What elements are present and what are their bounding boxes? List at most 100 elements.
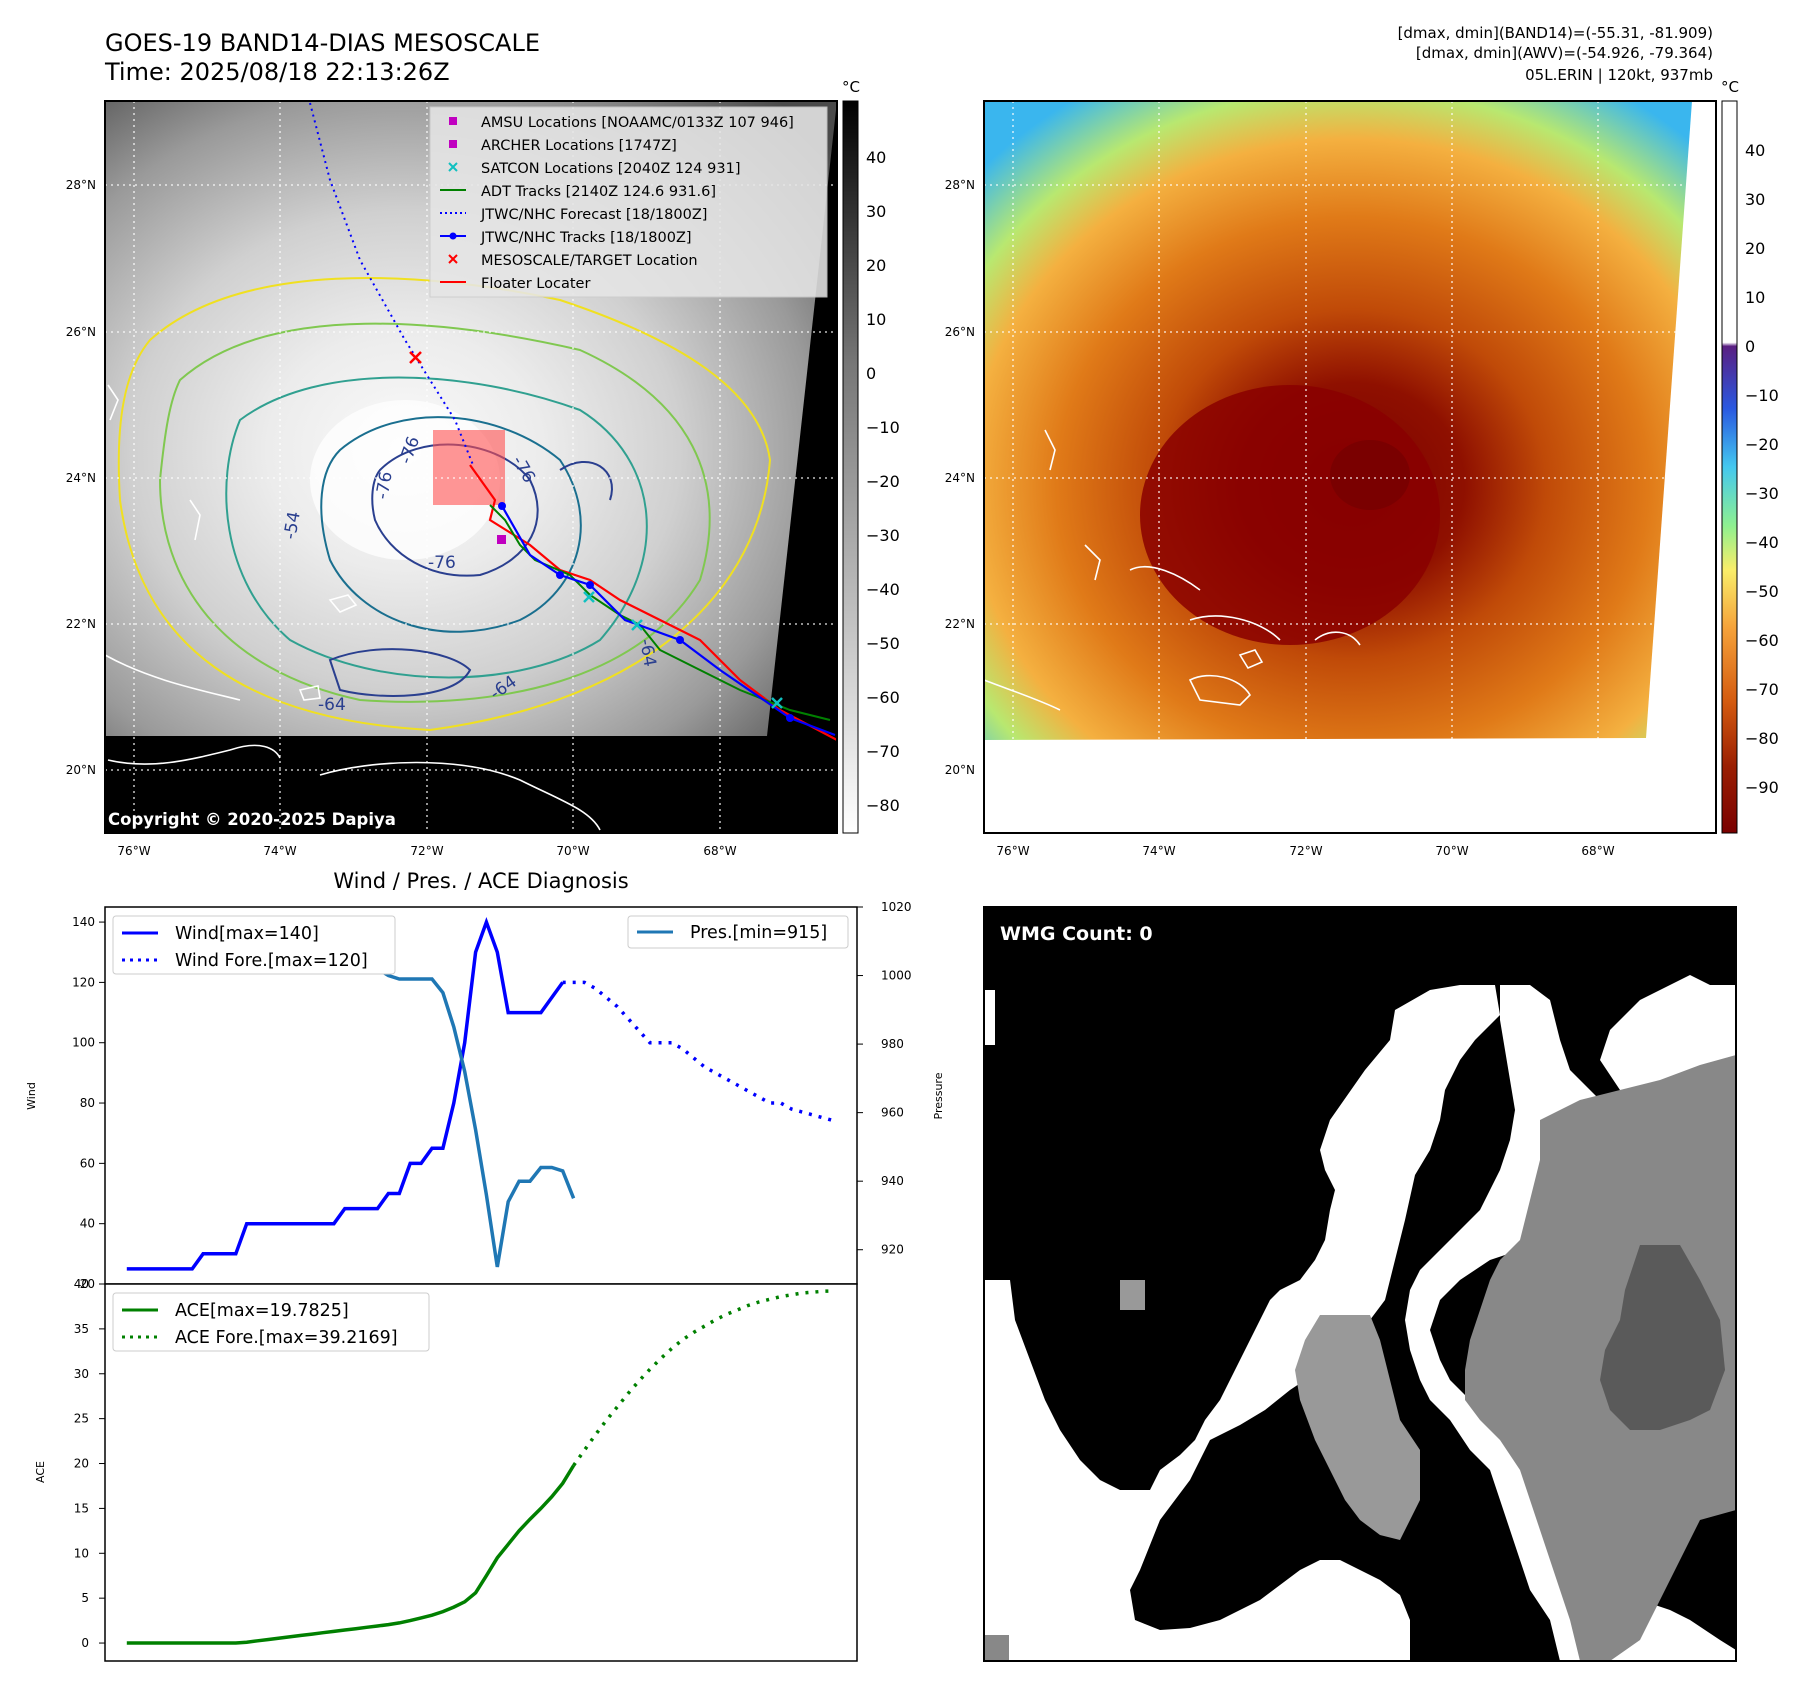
awv-cbar-tick: 10: [1745, 288, 1765, 307]
awv-lat-labels: 28°N 26°N 24°N 22°N 20°N: [945, 178, 975, 777]
lon-label: 70°W: [1435, 844, 1468, 858]
legend-ace: ACE[max=19.7825]: [175, 1301, 349, 1321]
ace-tick-label: 25: [74, 1412, 89, 1426]
lat-label: 28°N: [945, 178, 975, 192]
copyright-text: Copyright © 2020-2025 Dapiya: [108, 810, 396, 829]
lat-label: 20°N: [66, 763, 96, 777]
pressure-tick-label: 960: [881, 1106, 904, 1120]
awv-colorbar: °C 40 30 20 10 0 −10 −20 −30 −40 −50 −60…: [1721, 78, 1779, 834]
ace-tick-label: 35: [74, 1322, 89, 1336]
ir-cbar-tick: −40: [866, 580, 900, 599]
awv-cbar-tick: −40: [1745, 533, 1779, 552]
lon-label: 72°W: [410, 844, 443, 858]
figure-title-line2: Time: 2025/08/18 22:13:26Z: [104, 58, 450, 86]
pressure-tick-label: 980: [881, 1037, 904, 1051]
awv-cbar-tick: −80: [1745, 729, 1779, 748]
ir-cbar-tick: 40: [866, 148, 886, 167]
series-line-wind-forecast: [562, 980, 836, 1123]
awv-map-panel: [983, 100, 1717, 834]
floater-box: [433, 430, 505, 505]
legend-wind-fore: Wind Fore.[max=120]: [175, 951, 368, 971]
awv-cbar-tick: −20: [1745, 435, 1779, 454]
pressure-tick-label: 1020: [881, 900, 912, 914]
awv-cbar-tick: −30: [1745, 484, 1779, 503]
contour-label: -64: [635, 637, 660, 668]
diagnosis-title: Wind / Pres. / ACE Diagnosis: [333, 869, 628, 893]
series-line-wind: [126, 916, 565, 1271]
contour-label: -76: [372, 470, 397, 501]
wind-tick-label: 100: [72, 1036, 95, 1050]
wind-tick-label: 40: [80, 1217, 95, 1231]
dmax-awv-text: [dmax, dmin](AWV)=(-54.926, -79.364): [1416, 44, 1713, 62]
ace-tick-label: 30: [74, 1367, 89, 1381]
lat-label: 26°N: [945, 325, 975, 339]
legend-floater: Floater Locater: [481, 276, 590, 292]
awv-colorbar-unit: °C: [1721, 78, 1739, 96]
legend-archer: ARCHER Locations [1747Z]: [481, 138, 677, 154]
awv-cbar-tick: 30: [1745, 190, 1765, 209]
dmax-band14-text: [dmax, dmin](BAND14)=(-55.31, -81.909): [1398, 24, 1713, 42]
awv-cbar-tick: 0: [1745, 337, 1755, 356]
contour-label: -76: [428, 553, 456, 573]
wmg-panel: WMG Count: 0: [983, 906, 1737, 1662]
lat-label: 22°N: [945, 617, 975, 631]
wind-tick-label: 20: [80, 1277, 95, 1291]
ace-tick-label: 10: [74, 1546, 89, 1560]
lon-label: 74°W: [263, 844, 296, 858]
ir-cbar-tick: −80: [866, 796, 900, 815]
wind-tick-label: 140: [72, 915, 95, 929]
lat-label: 24°N: [66, 471, 96, 485]
lon-label: 74°W: [1142, 844, 1175, 858]
ir-cbar-tick: 10: [866, 310, 886, 329]
pressure-axis-ticks: 1020 1000 980 960 940 920: [857, 900, 912, 1257]
awv-lon-labels: 76°W 74°W 72°W 70°W 68°W: [996, 844, 1614, 858]
lat-label: 26°N: [66, 325, 96, 339]
ace-tick-label: 15: [74, 1501, 89, 1515]
ir-map-panel: -76 -76 -76 -76 -64 -64 -54 -64: [104, 100, 838, 834]
lon-label: 76°W: [996, 844, 1029, 858]
awv-cbar-tick: −10: [1745, 386, 1779, 405]
awv-cbar-tick: −70: [1745, 680, 1779, 699]
lat-label: 24°N: [945, 471, 975, 485]
ir-lat-labels: 28°N 26°N 24°N 22°N 20°N: [66, 178, 96, 777]
wind-tick-label: 60: [80, 1156, 95, 1170]
legend-satcon: SATCON Locations [2040Z 124 931]: [481, 161, 740, 177]
ir-colorbar-unit: °C: [842, 78, 860, 96]
ir-cbar-tick: 0: [866, 364, 876, 383]
wind-tick-label: 80: [80, 1096, 95, 1110]
awv-cbar-tick: −60: [1745, 631, 1779, 650]
legend-wind: Wind[max=140]: [175, 924, 319, 944]
ir-cbar-tick: −30: [866, 526, 900, 545]
wind-ylabel: Wind: [25, 1082, 38, 1110]
ir-cbar-tick: −50: [866, 634, 900, 653]
ir-cbar-tick: −10: [866, 418, 900, 437]
contour-label: -54: [280, 510, 305, 541]
legend-tracks: JTWC/NHC Tracks [18/1800Z]: [480, 230, 692, 246]
series-line-ace: [126, 1464, 576, 1645]
lat-label: 20°N: [945, 763, 975, 777]
lon-label: 76°W: [117, 844, 150, 858]
series-line-ace-forecast: [572, 1289, 836, 1467]
ace-legend: ACE[max=19.7825] ACE Fore.[max=39.2169]: [112, 1292, 430, 1352]
pressure-tick-label: 1000: [881, 969, 912, 983]
ir-cbar-tick: −20: [866, 472, 900, 491]
lat-label: 28°N: [66, 178, 96, 192]
ace-tick-label: 0: [81, 1636, 89, 1650]
ir-cbar-tick: −70: [866, 742, 900, 761]
lon-label: 68°W: [1581, 844, 1614, 858]
lon-label: 72°W: [1289, 844, 1322, 858]
awv-cbar-tick: −50: [1745, 582, 1779, 601]
ir-colorbar: °C 40 30 20 10 0 −10 −20 −30 −40 −50 −60…: [842, 78, 900, 834]
wind-tick-label: 120: [72, 975, 95, 989]
ir-cbar-tick: 20: [866, 256, 886, 275]
wmg-count-label: WMG Count: 0: [1000, 923, 1153, 945]
awv-cbar-tick: 20: [1745, 239, 1765, 258]
awv-cbar-tick: −90: [1745, 778, 1779, 797]
pressure-legend: Pres.[min=915]: [627, 915, 849, 949]
awv-cbar-tick: 40: [1745, 141, 1765, 160]
ace-tick-label: 40: [74, 1277, 89, 1291]
wind-legend: Wind[max=140] Wind Fore.[max=120]: [112, 915, 396, 975]
pressure-tick-label: 920: [881, 1243, 904, 1257]
legend-ace-fore: ACE Fore.[max=39.2169]: [175, 1328, 398, 1348]
